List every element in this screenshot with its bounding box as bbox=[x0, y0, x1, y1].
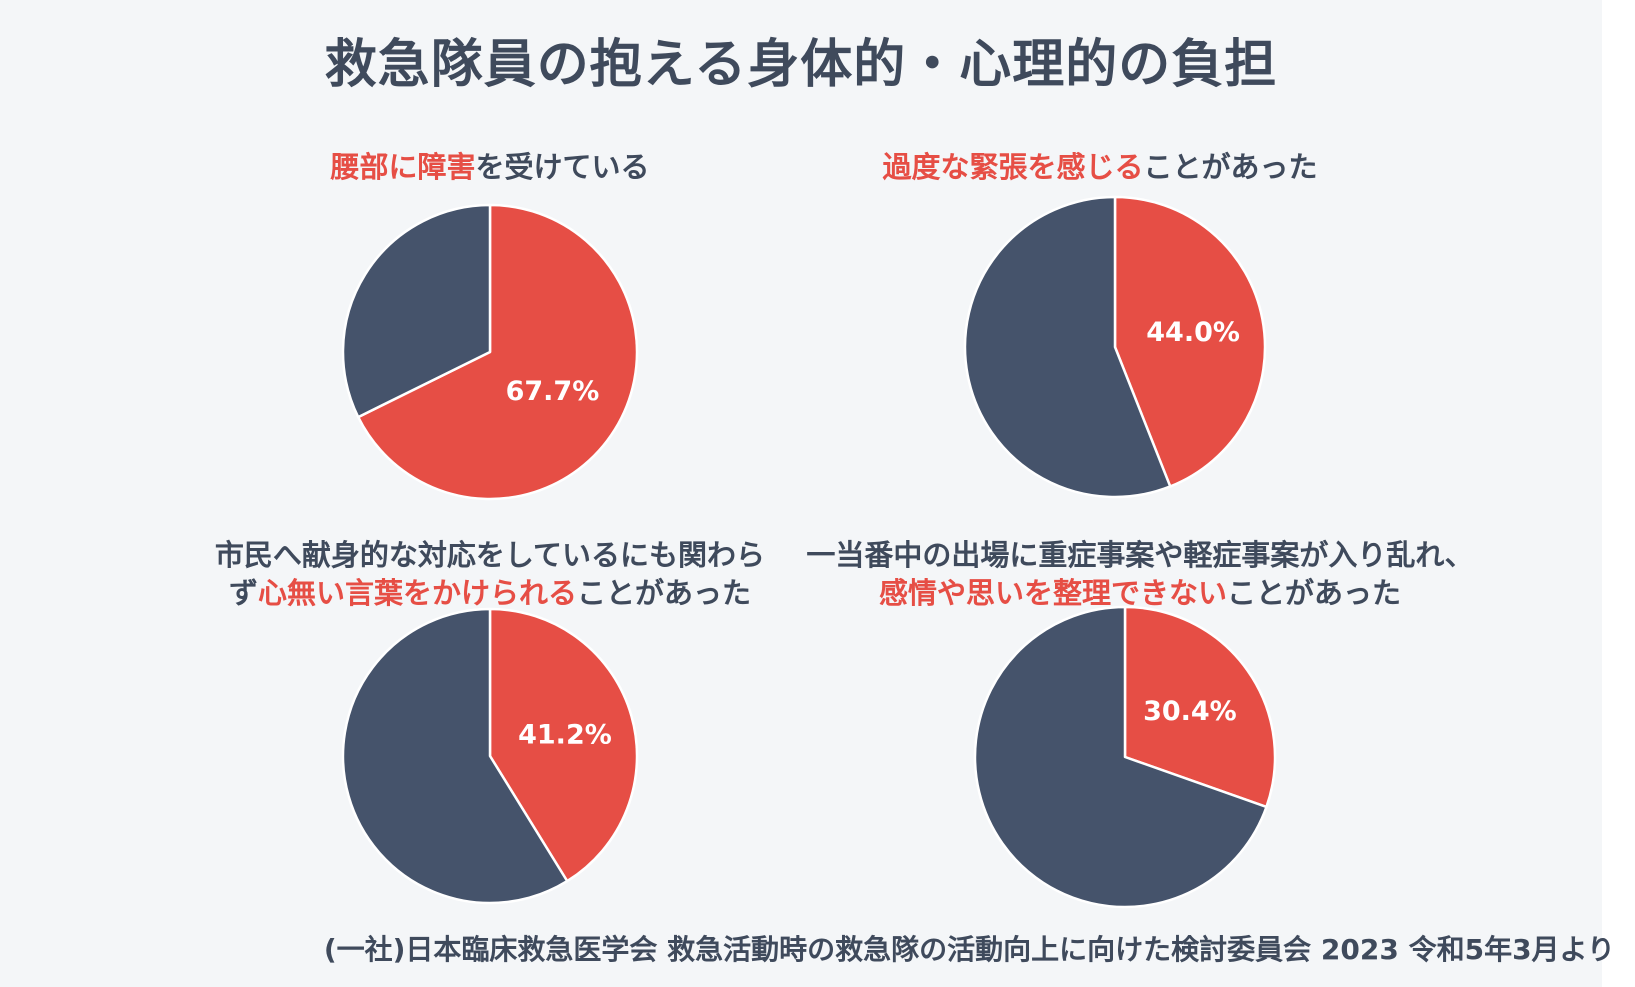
pie-chart-emotions-unsorted: 30.4% bbox=[973, 605, 1277, 909]
caption-text: 一当番中の出場に重症事案や軽症事案が入り乱れ、 bbox=[806, 538, 1474, 572]
pie-chart-excessive-tension: 44.0% bbox=[963, 195, 1267, 499]
chart-caption-excessive-tension: 過度な緊張を感じることがあった bbox=[800, 148, 1400, 186]
pie-slice-other bbox=[341, 607, 569, 905]
source-credit: (一社)日本臨床救急医学会 救急活動時の救急隊の活動向上に向けた検討委員会 20… bbox=[323, 933, 1615, 966]
caption-highlight: 腰部に障害 bbox=[330, 150, 476, 184]
pie-slice-yes bbox=[488, 607, 639, 883]
pie-chart-harsh-words: 41.2% bbox=[341, 607, 639, 905]
pie-slice-other bbox=[973, 605, 1268, 909]
page-title: 救急隊員の抱える身体的・心理的の負担 bbox=[324, 35, 1278, 95]
pie-data-label: 30.4% bbox=[1143, 696, 1237, 727]
chart-caption-lumbar-injury: 腰部に障害を受けている bbox=[190, 148, 790, 186]
caption-line: 腰部に障害を受けている bbox=[190, 148, 790, 186]
pie-chart-lumbar-injury: 67.7% bbox=[341, 203, 639, 501]
chart-caption-emotions-unsorted: 一当番中の出場に重症事案や軽症事案が入り乱れ、 感情や思いを整理できないことがあっ… bbox=[790, 536, 1490, 612]
caption-text: ことがあった bbox=[1227, 576, 1402, 610]
caption-highlight: 感情や思いを整理できない bbox=[878, 576, 1227, 610]
pie-slice-other bbox=[963, 195, 1172, 499]
caption-line: 一当番中の出場に重症事案や軽症事案が入り乱れ、 bbox=[790, 536, 1490, 574]
caption-highlight: 心無い言葉をかけられる bbox=[257, 576, 577, 610]
caption-line: 市民へ献身的な対応をしているにも関わら bbox=[190, 536, 790, 574]
pie-data-label: 41.2% bbox=[518, 720, 612, 751]
pie-slice-yes bbox=[1123, 605, 1277, 809]
pie-slice-yes bbox=[356, 203, 639, 501]
chart-caption-harsh-words: 市民へ献身的な対応をしているにも関わら ず心無い言葉をかけられることがあった bbox=[190, 536, 790, 612]
caption-text: を受けている bbox=[475, 150, 650, 184]
caption-text: ことがあった bbox=[577, 576, 752, 610]
caption-text: 市民へ献身的な対応をしているにも関わら bbox=[214, 538, 766, 572]
pie-data-label: 44.0% bbox=[1146, 317, 1240, 348]
pie-data-label: 67.7% bbox=[506, 376, 600, 407]
pie-slice-yes bbox=[1113, 195, 1267, 488]
caption-text: ず bbox=[228, 576, 258, 610]
caption-line: ず心無い言葉をかけられることがあった bbox=[190, 574, 790, 612]
pie-slice-other bbox=[341, 203, 492, 419]
caption-line: 感情や思いを整理できないことがあった bbox=[790, 574, 1490, 612]
caption-highlight: 過度な緊張を感じる bbox=[882, 150, 1144, 184]
caption-line: 過度な緊張を感じることがあった bbox=[800, 148, 1400, 186]
chart-panel bbox=[0, 0, 1602, 987]
caption-text: ことがあった bbox=[1143, 150, 1318, 184]
